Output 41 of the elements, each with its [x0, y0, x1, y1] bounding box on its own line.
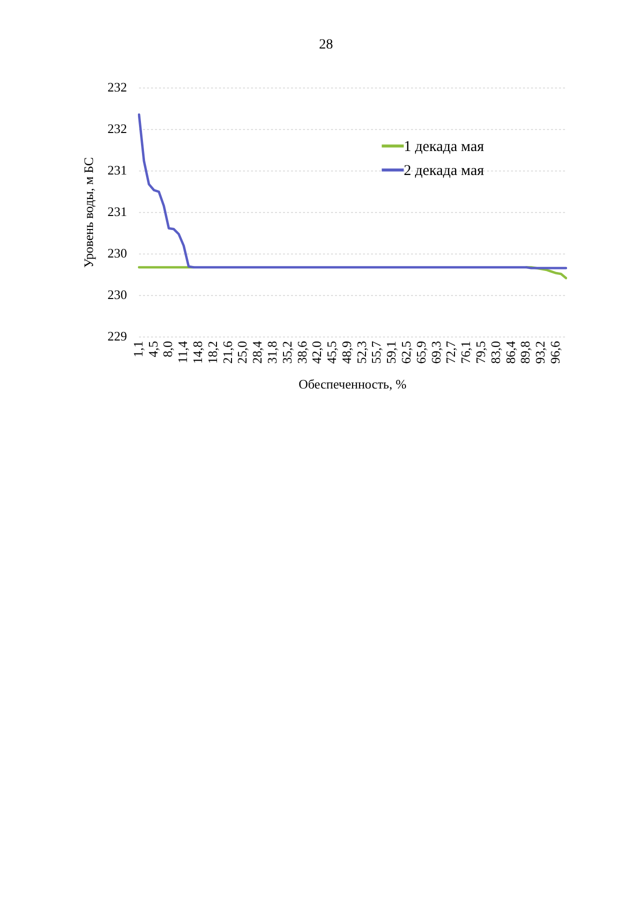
x-tick-label: 38,6 [294, 340, 310, 364]
x-tick-label: 18,2 [204, 341, 220, 364]
x-tick-label: 69,3 [428, 341, 444, 364]
x-tick-label: 83,0 [488, 341, 503, 364]
x-tick-label: 8,0 [160, 341, 176, 358]
x-tick-label: 45,5 [324, 341, 340, 364]
y-tick-label: 232 [108, 120, 127, 136]
x-tick-label: 93,2 [532, 341, 548, 364]
x-tick-label: 35,2 [279, 341, 294, 364]
x-tick-label: 11,4 [175, 340, 190, 364]
x-tick-label: 79,5 [473, 341, 488, 364]
x-tick-label: 14,8 [190, 341, 206, 364]
x-axis-title: Обеспеченность, % [298, 376, 407, 392]
x-tick-label: 55,7 [368, 340, 384, 364]
y-tick-label: 231 [108, 204, 127, 219]
x-tick-label: 28,4 [250, 340, 265, 364]
x-tick-label: 52,3 [354, 341, 369, 364]
x-tick-label: 96,6 [547, 340, 562, 364]
x-tick-label: 72,7 [443, 340, 458, 364]
y-tick-label: 231 [108, 162, 127, 178]
y-tick-label: 232 [108, 79, 127, 94]
legend-label: 1 декада мая [404, 138, 484, 155]
y-axis-title: Уровень воды, м БС [81, 157, 96, 268]
x-tick-label: 31,8 [264, 341, 280, 364]
x-tick-label: 89,8 [518, 341, 533, 364]
x-tick-label: 59,1 [384, 341, 399, 364]
x-tick-label: 4,5 [145, 341, 160, 358]
x-tick-label: 1,1 [130, 341, 146, 358]
x-tick-label: 62,5 [398, 341, 414, 364]
x-tick-label: 86,4 [502, 340, 518, 364]
y-tick-label: 229 [108, 328, 127, 344]
x-tick-label: 25,0 [234, 341, 250, 364]
x-tick-label: 21,6 [220, 340, 235, 364]
text: 28 [319, 38, 333, 53]
y-tick-label: 230 [108, 286, 127, 302]
x-tick-label: 65,9 [413, 341, 428, 364]
x-tick-label: 42,0 [309, 341, 324, 364]
x-tick-label: 48,9 [338, 341, 354, 364]
legend-label: 2 декада мая [404, 162, 484, 179]
x-tick-label: 76,1 [458, 341, 474, 364]
y-tick-label: 230 [108, 245, 127, 260]
